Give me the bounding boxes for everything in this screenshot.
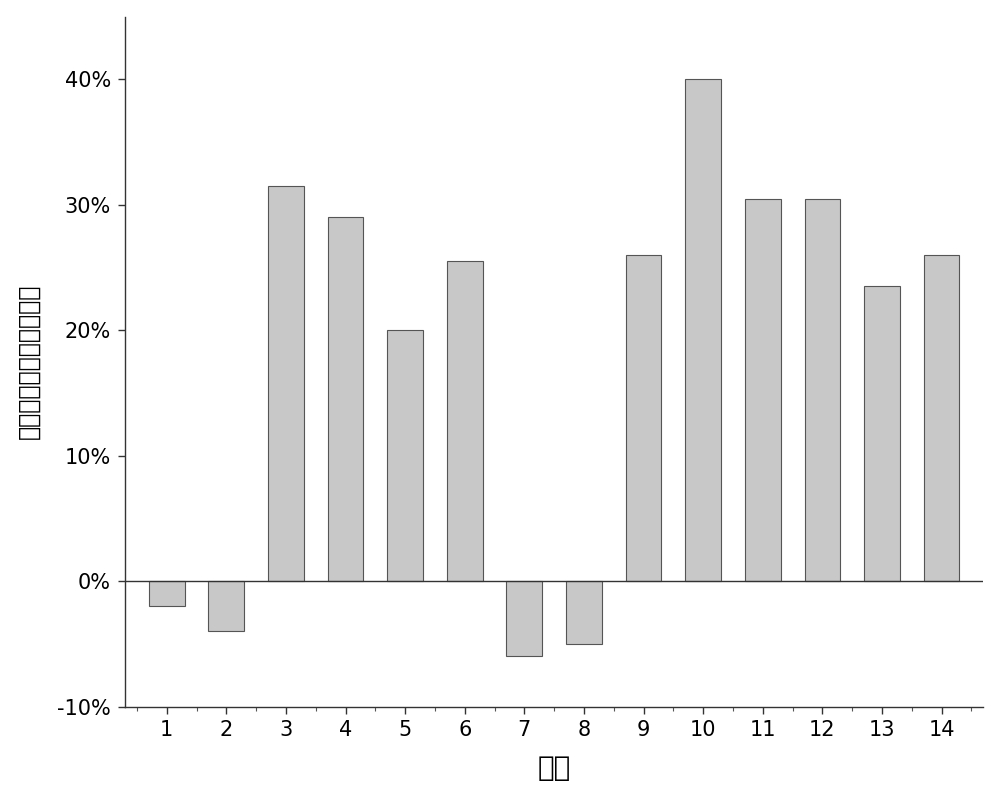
Bar <box>447 261 483 581</box>
Bar <box>924 255 959 581</box>
Bar <box>149 581 185 606</box>
X-axis label: 处理: 处理 <box>538 754 571 782</box>
Bar <box>626 255 661 581</box>
Bar <box>387 330 423 581</box>
Bar <box>566 581 602 644</box>
Bar <box>805 198 840 581</box>
Bar <box>745 198 781 581</box>
Bar <box>208 581 244 631</box>
Bar <box>506 581 542 657</box>
Bar <box>864 286 900 581</box>
Y-axis label: 各处理土壤有效悆降低率: 各处理土壤有效悆降低率 <box>17 284 41 439</box>
Bar <box>268 186 304 581</box>
Bar <box>328 217 363 581</box>
Bar <box>685 79 721 581</box>
